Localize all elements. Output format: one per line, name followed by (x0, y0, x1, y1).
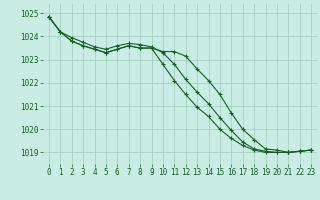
Text: Graphe pression niveau de la mer (hPa): Graphe pression niveau de la mer (hPa) (41, 185, 279, 195)
